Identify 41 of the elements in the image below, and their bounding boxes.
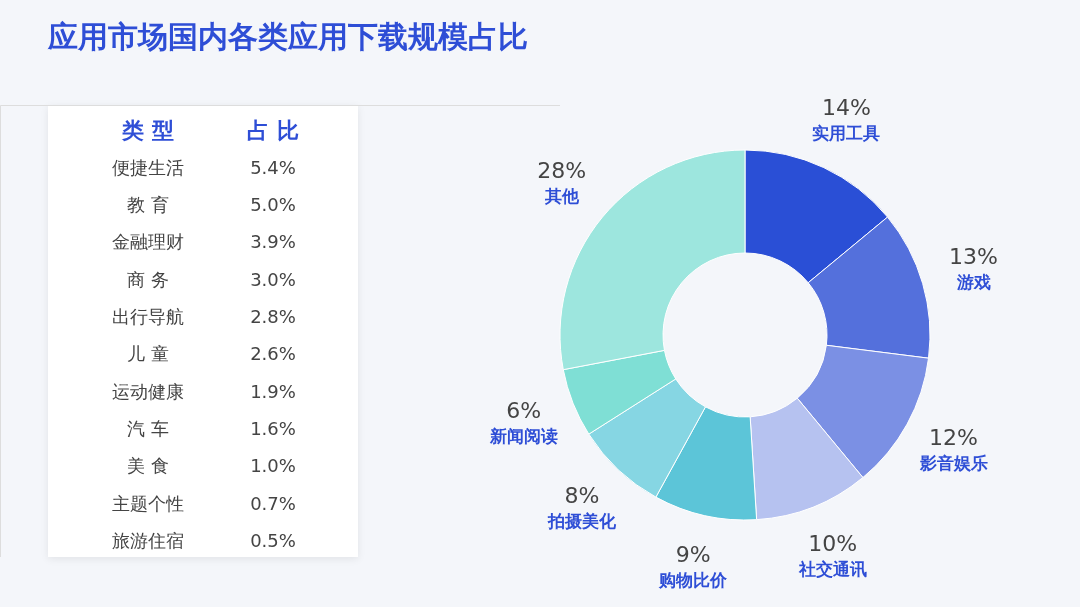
slice-label: 拍摄美化 — [547, 511, 618, 532]
data-label: 6% — [506, 397, 542, 423]
text: 0.7% — [250, 492, 296, 514]
category-label: 商 务 — [127, 268, 169, 290]
text: 应用市场国内各类应用下载规模占比 — [47, 19, 528, 54]
text: 1.0% — [250, 455, 296, 477]
data-label: 10% — [808, 531, 858, 557]
data-label: 28% — [537, 158, 587, 184]
data-label: 13% — [949, 243, 998, 269]
category-label: 运动健康 — [112, 380, 184, 402]
text: 3.0% — [250, 268, 296, 290]
category-label: 主题个性 — [112, 492, 184, 514]
slice-label: 新闻阅读 — [488, 425, 558, 446]
text: 类 型 — [121, 118, 174, 144]
data-label: 9% — [675, 542, 711, 568]
slice-label: 实用工具 — [812, 122, 881, 143]
text: 2.8% — [250, 305, 296, 327]
data-label: 8% — [564, 483, 600, 509]
category-label: 出行导航 — [112, 305, 184, 327]
data-label: 12% — [929, 424, 979, 450]
text: 2.6% — [250, 343, 296, 365]
category-label: 便捷生活 — [112, 156, 184, 178]
text: 0.5% — [250, 530, 296, 552]
text: 1.9% — [250, 380, 296, 402]
slice-label: 影音娱乐 — [918, 452, 988, 473]
data-label: 14% — [821, 94, 871, 120]
category-label: 教 育 — [127, 193, 169, 215]
category-label: 金融理财 — [112, 231, 184, 253]
slice-label: 购物比价 — [658, 570, 729, 591]
text: 5.4% — [250, 156, 296, 178]
text: 1.6% — [250, 417, 296, 439]
text: 占 比 — [247, 118, 299, 144]
slice-label: 社交通讯 — [797, 559, 867, 580]
text: 5.0% — [250, 193, 296, 215]
category-label: 儿 童 — [127, 343, 169, 365]
slice-label: 其他 — [543, 186, 580, 207]
text: 3.9% — [250, 231, 296, 253]
slice-label: 游戏 — [955, 271, 991, 292]
category-label: 美 食 — [127, 455, 169, 477]
category-label: 汽 车 — [127, 417, 169, 439]
category-label: 旅游住宿 — [112, 530, 184, 552]
